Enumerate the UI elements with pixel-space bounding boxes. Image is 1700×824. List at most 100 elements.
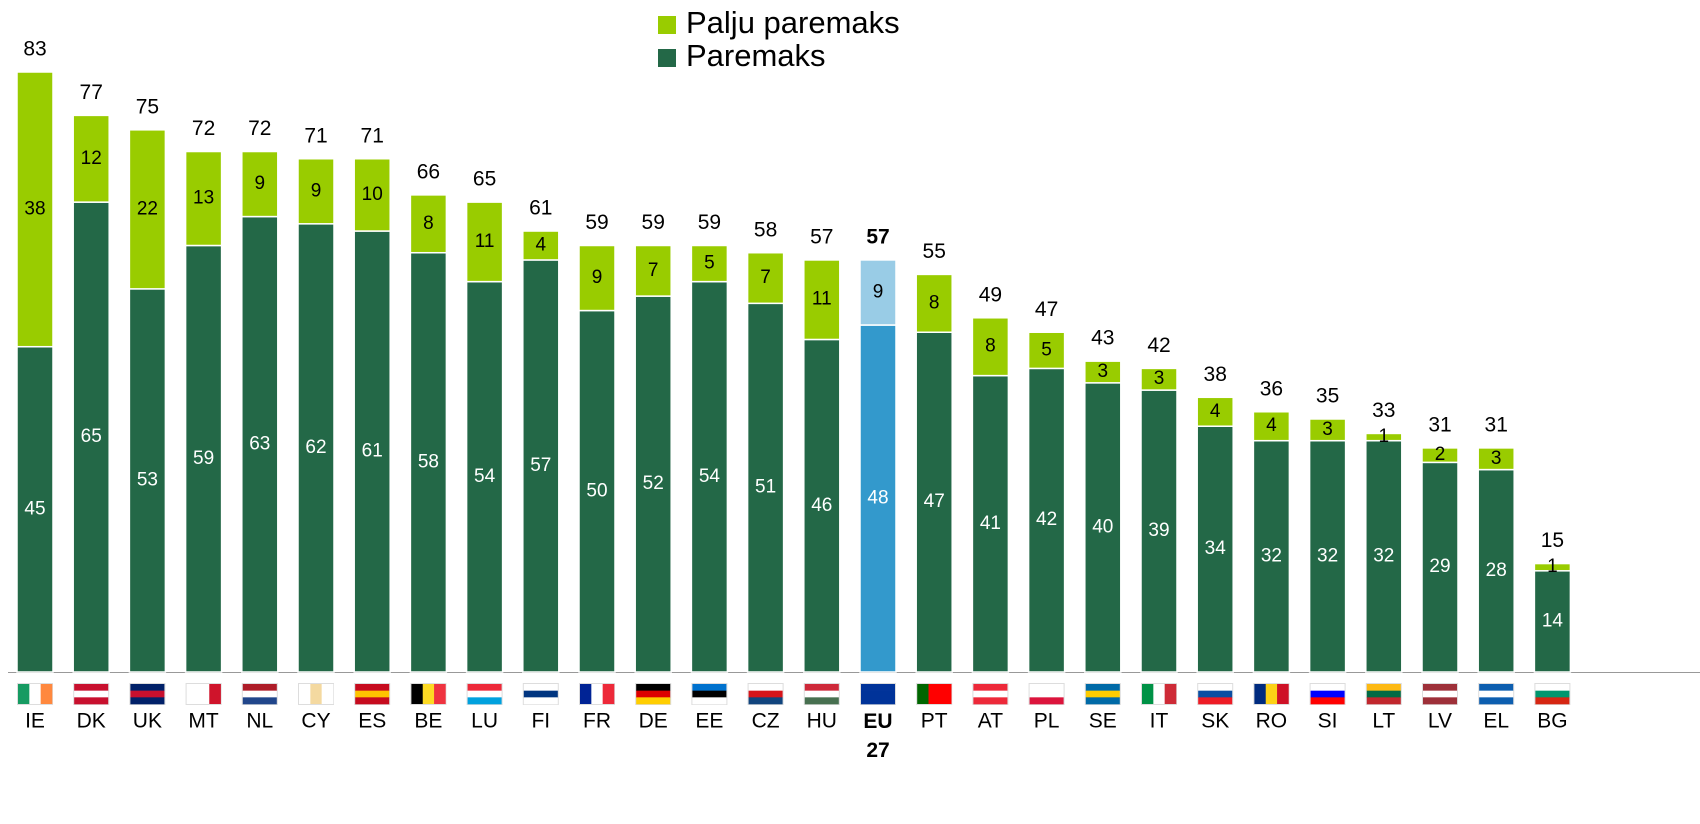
segment-label: 14: [1542, 610, 1564, 631]
bar-segment: [746, 251, 785, 305]
segment-label: 47: [924, 491, 945, 512]
bar-segment: [690, 244, 729, 283]
bar-segment: [915, 331, 953, 673]
x-tick-label: BG: [1537, 710, 1567, 733]
bar-segment: [1308, 418, 1347, 442]
segment-label: 1: [1379, 426, 1390, 447]
total-label: 49: [979, 283, 1002, 306]
flag-stripe: [1085, 697, 1120, 705]
total-label: 71: [361, 124, 384, 147]
flag-stripe: [1366, 690, 1401, 698]
flag-stripe: [18, 684, 30, 704]
x-tick-label: BE: [414, 710, 442, 733]
segment-label: 4: [536, 235, 547, 256]
segment-label: 46: [811, 495, 832, 516]
x-tick-label: LV: [1428, 710, 1452, 733]
flag-stripe: [1254, 684, 1267, 704]
segment-label: 3: [1154, 368, 1165, 389]
flag-stripe: [1198, 684, 1233, 691]
total-label: 59: [642, 211, 665, 234]
total-label: 31: [1428, 413, 1451, 436]
segment-label: 52: [643, 473, 664, 494]
total-label: 58: [754, 218, 777, 241]
flag-stripe: [1310, 684, 1345, 691]
flag-stripe: [748, 684, 783, 691]
flag-stripe: [467, 697, 502, 705]
bar-segment: [1084, 360, 1122, 384]
flag-stripe: [197, 684, 210, 704]
flag-stripe: [74, 697, 109, 705]
bar-segment: [1365, 439, 1403, 673]
bar-segment: [746, 302, 785, 673]
x-tick-label: CZ: [752, 710, 780, 733]
x-tick-label: IT: [1150, 710, 1169, 733]
flag-stripe: [1423, 690, 1457, 698]
segment-label: 13: [193, 188, 214, 209]
segment-label: 59: [193, 448, 214, 469]
flag-stripe: [1029, 697, 1064, 705]
total-label: 57: [810, 225, 833, 248]
x-tick-label: DE: [639, 710, 668, 733]
segment-label: 7: [648, 260, 659, 281]
flag-stripe: [1423, 697, 1457, 705]
total-label: 43: [1091, 327, 1114, 350]
flag-stripe: [1479, 690, 1514, 698]
flag-stripe: [1164, 684, 1177, 704]
total-label: 66: [417, 160, 440, 183]
bar-segment: [72, 114, 110, 203]
bar-segment: [184, 244, 223, 673]
total-label: 72: [248, 117, 271, 140]
bar-segment: [634, 244, 672, 297]
x-tick-label: EE: [695, 710, 723, 733]
flag-stripe: [804, 697, 839, 705]
bar-segment: [1196, 425, 1234, 673]
bar-segment: [1533, 562, 1572, 572]
bar-segment: [297, 223, 335, 673]
segment-label: 45: [24, 498, 45, 519]
segment-label: 62: [305, 437, 326, 458]
segment-label: 65: [81, 426, 102, 447]
segment-label: 63: [249, 433, 270, 454]
segment-label: 3: [1491, 448, 1502, 469]
flag-stripe: [467, 690, 502, 698]
flag-stripe: [939, 684, 952, 704]
total-label: 47: [1035, 298, 1058, 321]
total-label: 83: [23, 38, 46, 61]
bar-segment: [690, 280, 729, 673]
bar-segment: [353, 230, 391, 673]
total-label: 36: [1260, 377, 1283, 400]
bar-segment: [72, 201, 110, 673]
bar-segment: [465, 201, 504, 283]
x-tick-label: SI: [1318, 710, 1338, 733]
segment-label: 5: [704, 253, 715, 274]
flag-stripe: [29, 684, 41, 704]
x-tick-label: CY: [301, 710, 330, 733]
segment-label: 48: [867, 488, 888, 509]
segment-label: 8: [423, 213, 434, 234]
x-tick-label: IE: [25, 710, 45, 733]
segment-label: 1: [1547, 556, 1558, 577]
flag-stripe: [580, 684, 592, 704]
flag-stripe: [1535, 684, 1570, 691]
bar-segment: [409, 194, 448, 254]
flag-stripe: [355, 697, 390, 705]
segment-label: 61: [362, 441, 383, 462]
segment-label: 3: [1322, 419, 1333, 440]
segment-label: 3: [1098, 361, 1109, 382]
bar-segment: [1084, 382, 1122, 673]
x-tick-label: AT: [978, 710, 1003, 733]
total-label: 71: [304, 124, 327, 147]
flag-stripe: [1423, 684, 1457, 691]
segment-label: 9: [311, 180, 322, 201]
flag-stripe: [861, 690, 895, 698]
x-tick-label: EL: [1483, 710, 1509, 733]
bar-segment: [297, 157, 335, 225]
flag-stripe: [1198, 697, 1233, 705]
flag-stripe: [1479, 684, 1514, 691]
flag-stripe: [861, 684, 895, 691]
flag-stripe: [242, 690, 277, 698]
bar-segment: [1252, 439, 1291, 673]
segment-label: 11: [812, 289, 832, 310]
legend-swatch: [658, 49, 676, 67]
flag-stripe: [242, 697, 277, 705]
